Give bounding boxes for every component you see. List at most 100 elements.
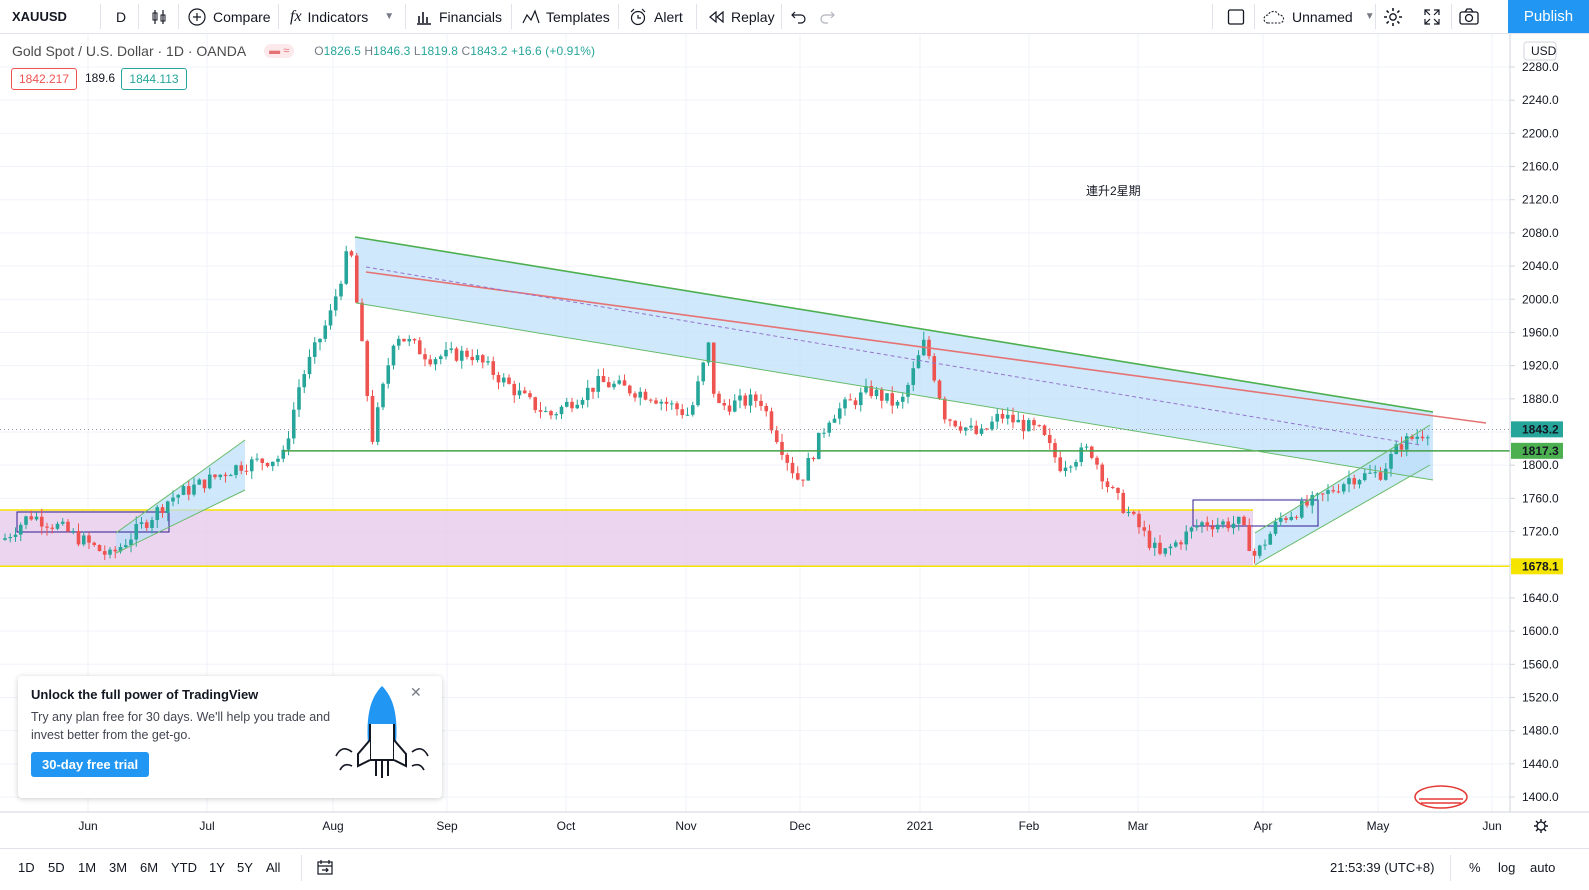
redo-button[interactable] (818, 0, 842, 33)
candle-body (1032, 420, 1036, 426)
candle-body (984, 428, 989, 430)
candle-body (29, 516, 34, 520)
candle-body (732, 400, 737, 412)
chart-annotation[interactable]: 連升2星期 (1086, 184, 1141, 198)
visibility-toggle-icon[interactable]: ▬ ≈ (264, 44, 295, 58)
buy-price-button[interactable]: 1844.113 (121, 68, 187, 90)
candle-body (249, 459, 254, 472)
range-3m-button[interactable]: 3M (109, 860, 128, 875)
auto-toggle[interactable]: auto (1530, 860, 1556, 875)
candle-body (606, 382, 611, 388)
settings-button[interactable] (1382, 0, 1410, 33)
goto-date-icon[interactable] (316, 859, 334, 877)
close-value: 1843.2 (470, 44, 508, 58)
price-tick-label: 1400.0 (1522, 790, 1559, 804)
symbol-search[interactable]: XAUUSD (12, 9, 67, 24)
price-tick-label: 1800.0 (1522, 458, 1559, 472)
candle-body (627, 385, 632, 394)
price-tick-label: 1920.0 (1522, 359, 1559, 373)
candle-body (291, 409, 296, 439)
symbol-title[interactable]: Gold Spot / U.S. Dollar · 1D · OANDA (12, 43, 247, 59)
compare-button[interactable]: Compare (187, 0, 271, 33)
layout-name-button[interactable]: Unnamed ▼ (1262, 0, 1375, 33)
candle-body (60, 521, 65, 524)
range-all-button[interactable]: All (266, 860, 281, 875)
alert-button[interactable]: Alert (628, 0, 683, 33)
range-6m-button[interactable]: 6M (140, 860, 159, 875)
interval-button[interactable]: D (116, 8, 127, 25)
price-marker (1511, 421, 1563, 438)
candle-body (470, 356, 475, 361)
candle-body (13, 534, 18, 537)
candle-body (591, 387, 595, 392)
candle-body (507, 377, 511, 384)
axis-settings-gear-icon[interactable] (1534, 819, 1548, 833)
high-value: 1846.3 (373, 44, 411, 58)
candle-body (349, 251, 354, 256)
time-tick-label: Nov (675, 819, 696, 833)
candle-body (1336, 491, 1341, 493)
range-1m-button[interactable]: 1M (78, 860, 97, 875)
undo-button[interactable] (790, 0, 814, 33)
candle-body (239, 465, 244, 471)
candle-body (953, 420, 958, 427)
price-marker-label: 1817.3 (1522, 444, 1559, 458)
chart-style-button[interactable] (150, 0, 174, 33)
candle-body (1016, 419, 1021, 423)
candle-body (1084, 446, 1089, 448)
price-tick-label: 1560.0 (1522, 657, 1559, 671)
chevron-down-icon[interactable]: ▼ (384, 11, 395, 22)
range-1y-button[interactable]: 1Y (209, 860, 225, 875)
indicators-button[interactable]: fx Indicators ▼ (290, 0, 394, 33)
layout-name-label: Unnamed (1292, 8, 1353, 25)
candle-body (1005, 414, 1010, 419)
high-label: H (364, 44, 374, 58)
candle-body (260, 458, 265, 463)
close-icon[interactable]: ✕ (410, 684, 422, 700)
candle-body (1236, 516, 1241, 524)
candle-body (1179, 542, 1183, 545)
candle-body (596, 376, 601, 392)
candle-body (297, 387, 301, 410)
templates-button[interactable]: Templates (522, 0, 610, 33)
candle-body (134, 524, 139, 540)
snapshot-button[interactable] (1458, 0, 1486, 33)
financials-button[interactable]: Financials (415, 0, 502, 33)
candle-body (1037, 425, 1042, 427)
replay-button[interactable]: Replay (707, 0, 775, 33)
sell-price-button[interactable]: 1842.217 (11, 68, 77, 90)
candle-body (417, 340, 422, 355)
range-1d-button[interactable]: 1D (18, 860, 35, 875)
range-5d-button[interactable]: 5D (48, 860, 65, 875)
free-trial-button[interactable]: 30-day free trial (31, 752, 150, 777)
fullscreen-button[interactable] (1422, 0, 1448, 33)
log-toggle[interactable]: log (1498, 860, 1516, 875)
percent-toggle[interactable]: % (1469, 860, 1481, 875)
candle-body (664, 401, 669, 404)
financials-label: Financials (439, 8, 503, 25)
fullscreen-icon (1424, 8, 1440, 25)
candle-body (386, 365, 391, 384)
candle-body (97, 545, 102, 552)
publish-button[interactable]: Publish (1508, 0, 1589, 33)
promo-title: Unlock the full power of TradingView (31, 687, 259, 702)
candle-body (8, 536, 13, 539)
candle-body (333, 296, 338, 311)
candle-body (354, 255, 359, 303)
divider (618, 4, 619, 29)
candle-body (286, 438, 291, 450)
range-ytd-button[interactable]: YTD (171, 860, 197, 875)
time-tick-label: Oct (557, 819, 576, 833)
candle-body (192, 484, 196, 495)
candle-body (302, 374, 307, 388)
candle-body (995, 413, 1000, 422)
candle-body (942, 398, 947, 420)
rising-channel-1-bottom (115, 489, 246, 554)
candle-body (365, 341, 370, 396)
layout-toggle-button[interactable] (1226, 0, 1252, 33)
clock-time[interactable]: 21:53:39 (UTC+8) (1330, 860, 1435, 875)
candle-body (533, 397, 538, 411)
candle-body (1152, 542, 1157, 548)
price-tick-label: 1640.0 (1522, 591, 1559, 605)
range-5y-button[interactable]: 5Y (237, 860, 253, 875)
